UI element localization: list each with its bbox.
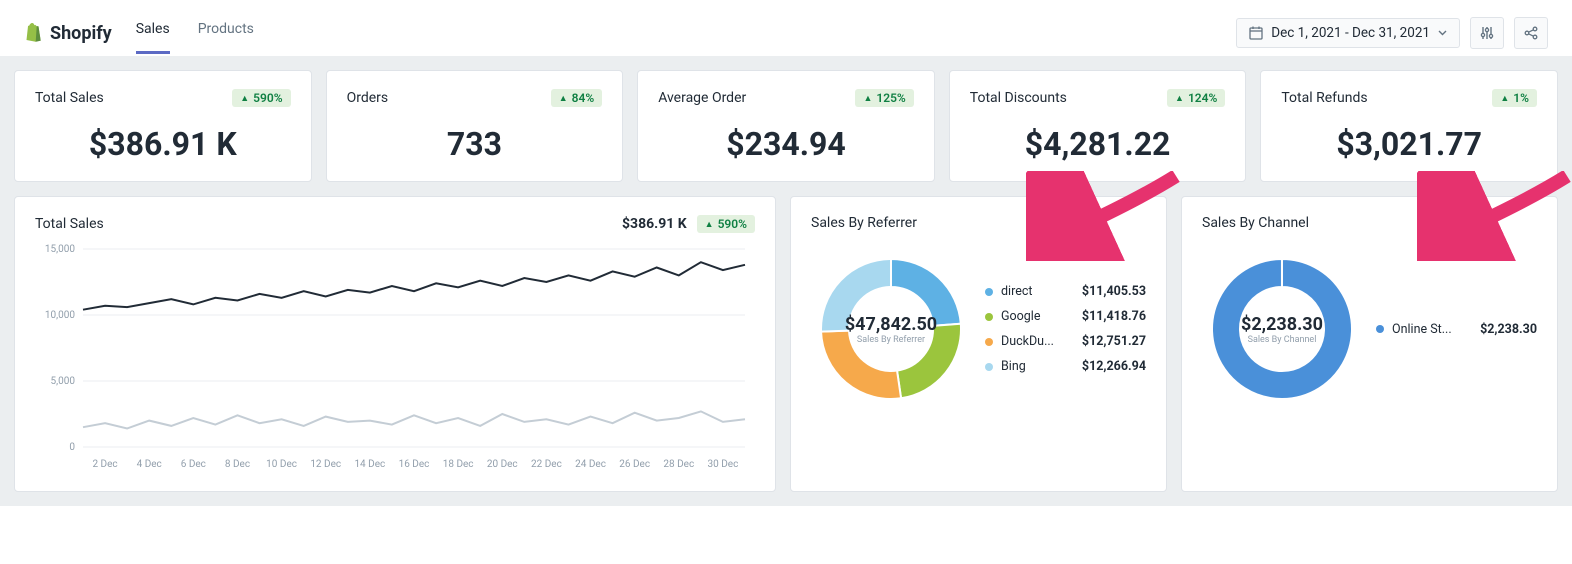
svg-text:10 Dec: 10 Dec: [266, 459, 297, 470]
svg-text:10,000: 10,000: [45, 310, 75, 321]
kpi-delta-badge: ▲125%: [855, 89, 913, 107]
kpi-card: Total Sales ▲590% $386.91 K: [14, 70, 312, 182]
svg-text:18 Dec: 18 Dec: [443, 459, 474, 470]
kpi-label: Orders: [347, 90, 389, 106]
brand-name: Shopify: [50, 23, 112, 44]
brand: Shopify: [24, 23, 112, 44]
kpi-card: Total Discounts ▲124% $4,281.22: [949, 70, 1247, 182]
total-sales-line-chart: 0 5,000 10,000 15,000 2 Dec 4 Dec 6 Dec 8 Dec 10…: [35, 243, 755, 473]
legend-item: Online St...$2,238.30: [1376, 322, 1537, 337]
kpi-value: $234.94: [658, 125, 914, 163]
kpi-value: $4,281.22: [970, 125, 1226, 163]
chart-title: Total Sales: [35, 216, 104, 232]
sales-by-referrer-card: Sales By Referrer $47,842.50 Sales By Re…: [790, 196, 1167, 492]
legend-item: direct$11,405.53: [985, 284, 1146, 299]
referrer-title: Sales By Referrer: [811, 215, 1146, 231]
legend-item: Bing$12,266.94: [985, 359, 1146, 374]
kpi-delta-badge: ▲1%: [1492, 89, 1537, 107]
sales-by-channel-card: Sales By Channel $2,238.30 Sales By Chan…: [1181, 196, 1558, 492]
legend-item: DuckDu...$12,751.27: [985, 334, 1146, 349]
kpi-label: Total Refunds: [1281, 90, 1367, 106]
kpi-delta-badge: ▲124%: [1167, 89, 1225, 107]
channel-center-value: $2,238.30: [1241, 314, 1323, 335]
svg-text:20 Dec: 20 Dec: [487, 459, 518, 470]
date-range-text: Dec 1, 2021 - Dec 31, 2021: [1271, 25, 1430, 41]
calendar-icon: [1249, 26, 1263, 40]
settings-button[interactable]: [1470, 17, 1504, 49]
kpi-value: $386.91 K: [35, 125, 291, 163]
svg-text:0: 0: [69, 442, 75, 453]
share-button[interactable]: [1514, 17, 1548, 49]
referrer-legend: direct$11,405.53 Google$11,418.76 DuckDu..…: [985, 284, 1146, 374]
chart-delta-badge: ▲590%: [697, 215, 755, 233]
kpi-card: Average Order ▲125% $234.94: [637, 70, 935, 182]
date-range-button[interactable]: Dec 1, 2021 - Dec 31, 2021: [1236, 18, 1460, 48]
svg-text:15,000: 15,000: [45, 244, 75, 255]
svg-text:2 Dec: 2 Dec: [92, 459, 117, 470]
kpi-label: Total Sales: [35, 90, 104, 106]
svg-text:6 Dec: 6 Dec: [181, 459, 206, 470]
total-sales-chart-card: Total Sales $386.91 K ▲590% 0 5,000 10,000…: [14, 196, 776, 492]
svg-text:5,000: 5,000: [51, 376, 76, 387]
referrer-center-value: $47,842.50: [845, 314, 937, 335]
kpi-value: $3,021.77: [1281, 125, 1537, 163]
kpi-card: Orders ▲84% 733: [326, 70, 624, 182]
channel-center-label: Sales By Channel: [1248, 335, 1317, 345]
channel-legend: Online St...$2,238.30: [1376, 322, 1537, 337]
tab-products[interactable]: Products: [198, 13, 254, 54]
kpi-value: 733: [347, 125, 603, 163]
kpi-delta-badge: ▲590%: [232, 89, 290, 107]
svg-text:8 Dec: 8 Dec: [225, 459, 250, 470]
referrer-center-label: Sales By Referrer: [857, 335, 925, 345]
chevron-down-icon: [1438, 30, 1447, 36]
kpi-card: Total Refunds ▲1% $3,021.77: [1260, 70, 1558, 182]
svg-text:30 Dec: 30 Dec: [708, 459, 739, 470]
share-icon: [1524, 26, 1538, 40]
kpi-label: Total Discounts: [970, 90, 1067, 106]
kpi-label: Average Order: [658, 90, 746, 106]
tabs: Sales Products: [136, 13, 254, 54]
tab-sales[interactable]: Sales: [136, 13, 170, 54]
kpi-delta-badge: ▲84%: [551, 89, 603, 107]
svg-text:16 Dec: 16 Dec: [399, 459, 430, 470]
channel-title: Sales By Channel: [1202, 215, 1537, 231]
svg-text:14 Dec: 14 Dec: [354, 459, 385, 470]
svg-text:28 Dec: 28 Dec: [663, 459, 694, 470]
svg-text:24 Dec: 24 Dec: [575, 459, 606, 470]
legend-item: Google$11,418.76: [985, 309, 1146, 324]
shopify-icon: [24, 23, 42, 43]
chart-total: $386.91 K: [622, 216, 687, 232]
svg-text:12 Dec: 12 Dec: [310, 459, 341, 470]
svg-text:4 Dec: 4 Dec: [137, 459, 162, 470]
svg-text:26 Dec: 26 Dec: [619, 459, 650, 470]
svg-text:22 Dec: 22 Dec: [531, 459, 562, 470]
sliders-icon: [1480, 26, 1494, 40]
